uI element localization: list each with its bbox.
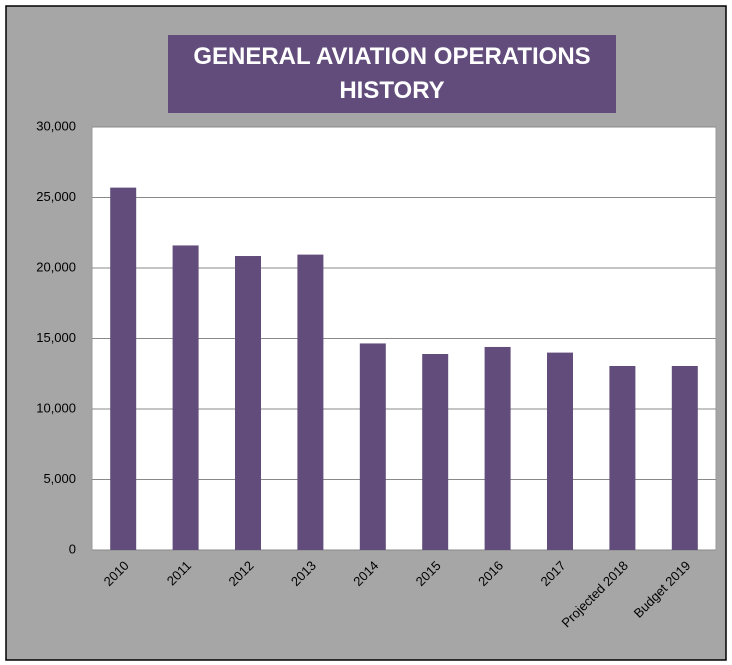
y-tick-label: 0	[69, 541, 76, 556]
bar	[172, 245, 199, 550]
bar	[297, 254, 324, 551]
y-tick-label: 5,000	[43, 471, 76, 486]
y-tick-label: 15,000	[36, 330, 76, 345]
bar	[235, 256, 261, 550]
bar	[671, 365, 698, 550]
bar	[484, 346, 511, 550]
chart-title: GENERAL AVIATION OPERATIONS HISTORY	[168, 35, 616, 113]
bar	[110, 187, 137, 550]
bar	[359, 343, 386, 550]
bar	[547, 352, 573, 550]
y-tick-label: 20,000	[36, 259, 76, 274]
bar	[609, 365, 636, 550]
y-tick-label: 30,000	[36, 118, 76, 133]
y-tick-label: 25,000	[36, 189, 76, 204]
y-tick-label: 10,000	[36, 400, 76, 415]
bar	[422, 354, 449, 550]
